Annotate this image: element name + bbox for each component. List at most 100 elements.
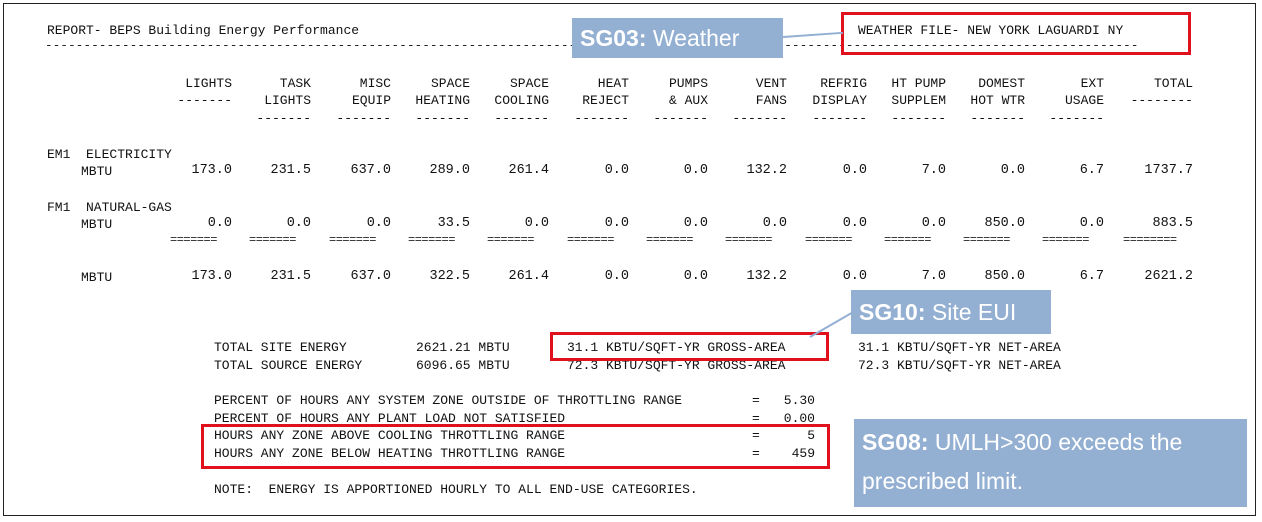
callout-site-eui: SG10: Site EUI [851,290,1051,334]
sum-separator: ======= [249,233,296,247]
total-value: 0.0 [683,269,708,284]
column-header-line1: HEAT [597,76,629,91]
meter-value: 6.7 [1079,163,1104,178]
meter-value: 1737.7 [1144,163,1193,178]
hours-stat-value: 459 [791,446,815,462]
hours-stat-equals: = [752,393,760,408]
column-header: HEAT REJECT ------- [551,75,629,127]
meter-value: 0.0 [762,216,787,231]
column-header: EXT USAGE ------- [1026,75,1104,127]
meter-value: 0.0 [524,216,549,231]
meter-value: 0.0 [921,216,946,231]
summary-net-area: 72.3 KBTU/SQFT-YR NET-AREA [858,358,1061,373]
summary-gross-area: 72.3 KBTU/SQFT-YR GROSS-AREA [567,358,786,373]
hours-stat-label: PERCENT OF HOURS ANY PLANT LOAD NOT SATI… [214,410,566,426]
callout-eui-text: Site EUI [925,299,1017,325]
meter-value: 850.0 [984,216,1025,231]
column-underline: ------- [653,110,708,126]
sum-separator: ======= [487,233,534,247]
column-underline: ------- [415,110,470,126]
meter-value: 132.2 [746,163,787,178]
meter-value: 0.0 [842,163,867,178]
column-header-line1: HT PUMP [891,76,946,91]
callout-umlh-text: UMLH>300 exceeds the prescribed limit. [862,429,1183,494]
sum-separator: ======= [963,233,1010,247]
hours-stat-equals: = [752,446,760,462]
meter-value: 289.0 [429,163,470,178]
report-frame [3,3,1256,516]
total-value: 850.0 [984,269,1025,284]
column-header-line2: & AUX [668,93,708,109]
callout-eui-tag: SG10: [859,299,926,325]
meter-value: 0.0 [286,216,311,231]
column-header-line1: EXT [1080,76,1104,91]
column-header-line2: USAGE [1064,93,1104,109]
apportion-note: NOTE: ENERGY IS APPORTIONED HOURLY TO AL… [214,482,698,497]
column-underline: ------- [336,110,391,126]
hours-stat-equals: = [752,410,760,426]
sum-separator: ======= [170,233,217,247]
column-header: DOMEST HOT WTR ------- [947,75,1025,127]
meter-value: 0.0 [683,216,708,231]
callout-weather-text: Weather [646,25,740,51]
column-underline: -------- [1130,93,1193,109]
meter-value: 0.0 [1079,216,1104,231]
column-header: TASK LIGHTS ------- [233,75,311,127]
umlh-highlight-box [201,424,830,469]
meter-value: 0.0 [604,216,629,231]
hours-stat-equals: = [752,428,760,444]
meter-label: FM1 NATURAL-GAS [47,200,172,215]
meter-value: 0.0 [1000,163,1025,178]
column-header: SPACE COOLING ------- [471,75,549,127]
meter-value: 0.0 [366,216,391,231]
column-header-line1: TASK [279,76,311,91]
total-value: 231.5 [270,269,311,284]
sum-separator: ======= [646,233,693,247]
total-value: 0.0 [604,269,629,284]
callout-umlh-tag: SG08: [862,429,929,455]
column-underline: ------- [970,110,1025,126]
column-header-line2: EQUIP [351,93,391,109]
total-value: 7.0 [921,269,946,284]
column-underline: ------- [256,110,311,126]
summary-label: TOTAL SITE ENERGY [214,340,347,355]
meter-value: 0.0 [842,216,867,231]
meter-value: 173.0 [191,163,232,178]
meter-value: 637.0 [350,163,391,178]
column-header: MISC EQUIP ------- [313,75,391,127]
column-header: PUMPS & AUX ------- [630,75,708,127]
column-header-line1: DOMEST [978,76,1025,91]
column-underline: ------- [574,110,629,126]
callout-umlh: SG08: UMLH>300 exceeds the prescribed li… [854,419,1247,507]
meter-unit: MBTU [81,217,113,232]
meter-value: 0.0 [683,163,708,178]
hours-stat-value: 5 [807,428,815,444]
column-underline: ------- [732,110,787,126]
summary-net-area: 31.1 KBTU/SQFT-YR NET-AREA [858,340,1061,355]
column-header-line2: LIGHTS [264,93,311,109]
column-header-line1: SPACE [509,76,549,91]
sum-separator: ======= [408,233,455,247]
column-header: TOTAL -------- [1115,75,1193,110]
sum-separator: ======= [805,233,852,247]
summary-value: 2621.21 MBTU [416,340,510,355]
column-header-line2: HEATING [415,93,470,109]
summary-gross-area: 31.1 KBTU/SQFT-YR GROSS-AREA [567,340,786,355]
meter-label: EM1 ELECTRICITY [47,147,172,162]
hours-stat-label: HOURS ANY ZONE ABOVE COOLING THROTTLING … [214,428,566,444]
report-title: REPORT- BEPS Building Energy Performance [47,23,360,38]
meter-value: 261.4 [508,163,549,178]
sum-separator: ======= [1042,233,1089,247]
hours-stat-value: 0.00 [783,410,815,426]
meter-unit: MBTU [81,164,113,179]
sum-separator: ======= [725,233,772,247]
column-header-line2: DISPLAY [812,93,867,109]
column-header: REFRIG DISPLAY ------- [789,75,867,127]
hours-stat-label: PERCENT OF HOURS ANY SYSTEM ZONE OUTSIDE… [214,393,683,408]
sum-separator: ======== [1123,233,1177,247]
meter-value: 0.0 [604,163,629,178]
column-header-line2: REJECT [582,93,629,109]
column-header-line1: REFRIG [820,76,867,91]
total-unit: MBTU [81,270,113,285]
column-header-line2: HOT WTR [970,93,1025,109]
